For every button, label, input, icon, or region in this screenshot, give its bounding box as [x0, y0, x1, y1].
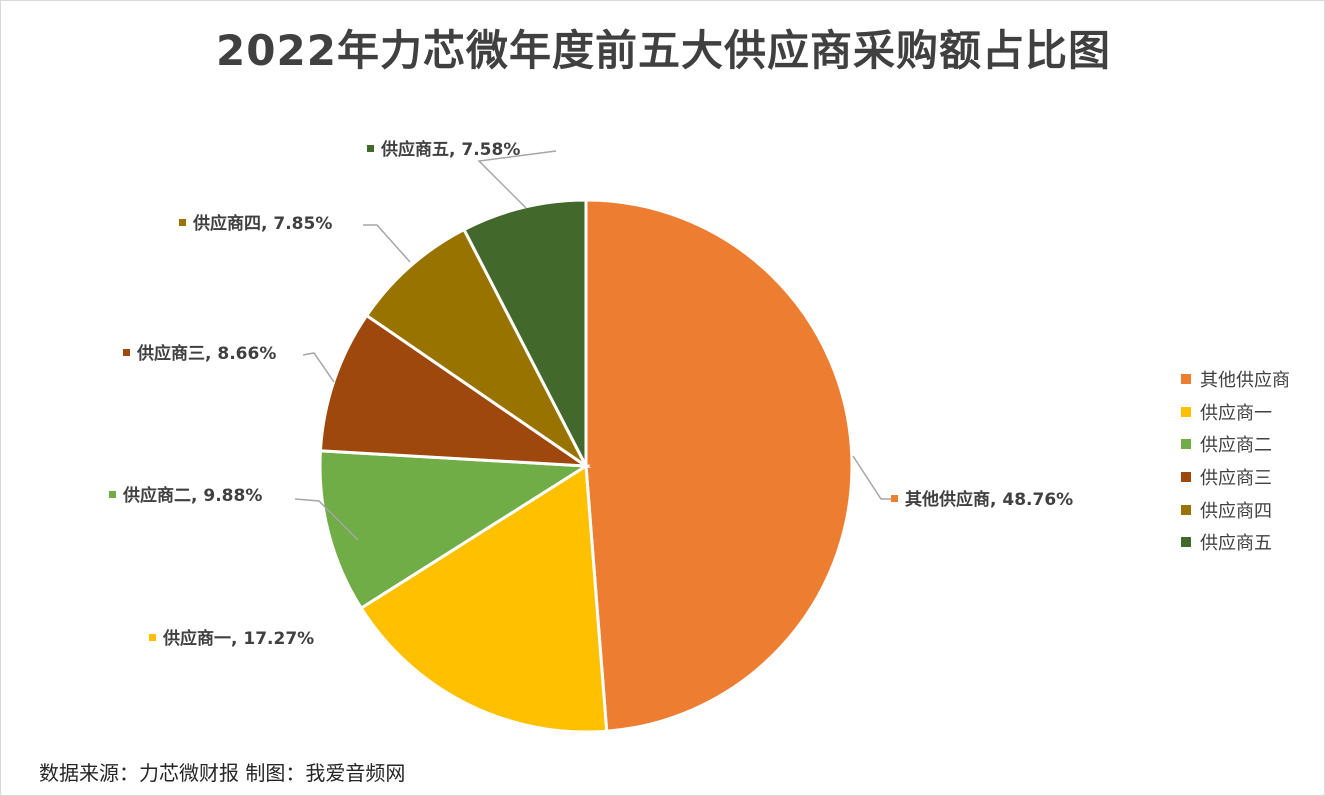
- leader-line-6: [477, 150, 557, 209]
- pie-slice-3: [318, 449, 591, 611]
- legend-item-3: 供应商二: [1181, 428, 1290, 461]
- data-label-1: 其他供应商, 48.76%: [905, 489, 1073, 510]
- legend-label: 供应商三: [1200, 468, 1272, 490]
- legend-item-2: 供应商一: [1181, 396, 1290, 429]
- pie-slice-2: [359, 463, 609, 734]
- legend-item-4: 供应商三: [1181, 461, 1290, 494]
- legend-item-1: 其他供应商: [1181, 363, 1290, 396]
- legend-swatch: [1181, 406, 1191, 417]
- leader-line-1: [852, 455, 894, 500]
- data-label-2: 供应商一, 17.27%: [162, 628, 314, 649]
- legend-label: 供应商一: [1200, 402, 1272, 424]
- legend-swatch: [1181, 439, 1191, 450]
- data-label-marker-5: [179, 219, 186, 226]
- chart-legend: 其他供应商供应商一供应商二供应商三供应商四供应商五: [1181, 363, 1290, 559]
- data-label-marker-6: [367, 145, 374, 152]
- data-label-marker-3: [109, 491, 116, 498]
- data-label-marker-2: [149, 634, 156, 641]
- data-label-3: 供应商二, 9.88%: [122, 485, 262, 506]
- pie-slice-6: [462, 198, 588, 467]
- legend-swatch: [1181, 472, 1191, 483]
- pie-slice-1: [584, 198, 854, 733]
- data-label-4: 供应商三, 8.66%: [136, 343, 276, 364]
- legend-item-6: 供应商五: [1181, 526, 1290, 559]
- data-label-5: 供应商四, 7.85%: [192, 213, 332, 234]
- legend-label: 供应商五: [1200, 533, 1272, 555]
- legend-item-5: 供应商四: [1181, 493, 1290, 526]
- data-label-marker-4: [123, 349, 130, 356]
- legend-label: 供应商二: [1200, 435, 1272, 457]
- legend-label: 其他供应商: [1200, 370, 1290, 392]
- chart-title: 2022年力芯微年度前五大供应商采购额占比图: [216, 26, 1111, 75]
- pie-slice-5: [364, 227, 588, 468]
- leader-line-4: [302, 352, 335, 383]
- source-note: 数据来源：力芯微财报 制图：我爱音频网: [39, 761, 406, 785]
- legend-swatch: [1181, 504, 1191, 515]
- legend-swatch: [1181, 537, 1191, 548]
- leader-line-3: [294, 498, 359, 541]
- data-label-6: 供应商五, 7.58%: [380, 139, 520, 160]
- leader-line-5: [363, 224, 411, 263]
- pie-slice-4: [318, 313, 592, 468]
- legend-label: 供应商四: [1200, 500, 1272, 522]
- legend-swatch: [1181, 374, 1191, 385]
- data-label-marker-1: [891, 495, 898, 502]
